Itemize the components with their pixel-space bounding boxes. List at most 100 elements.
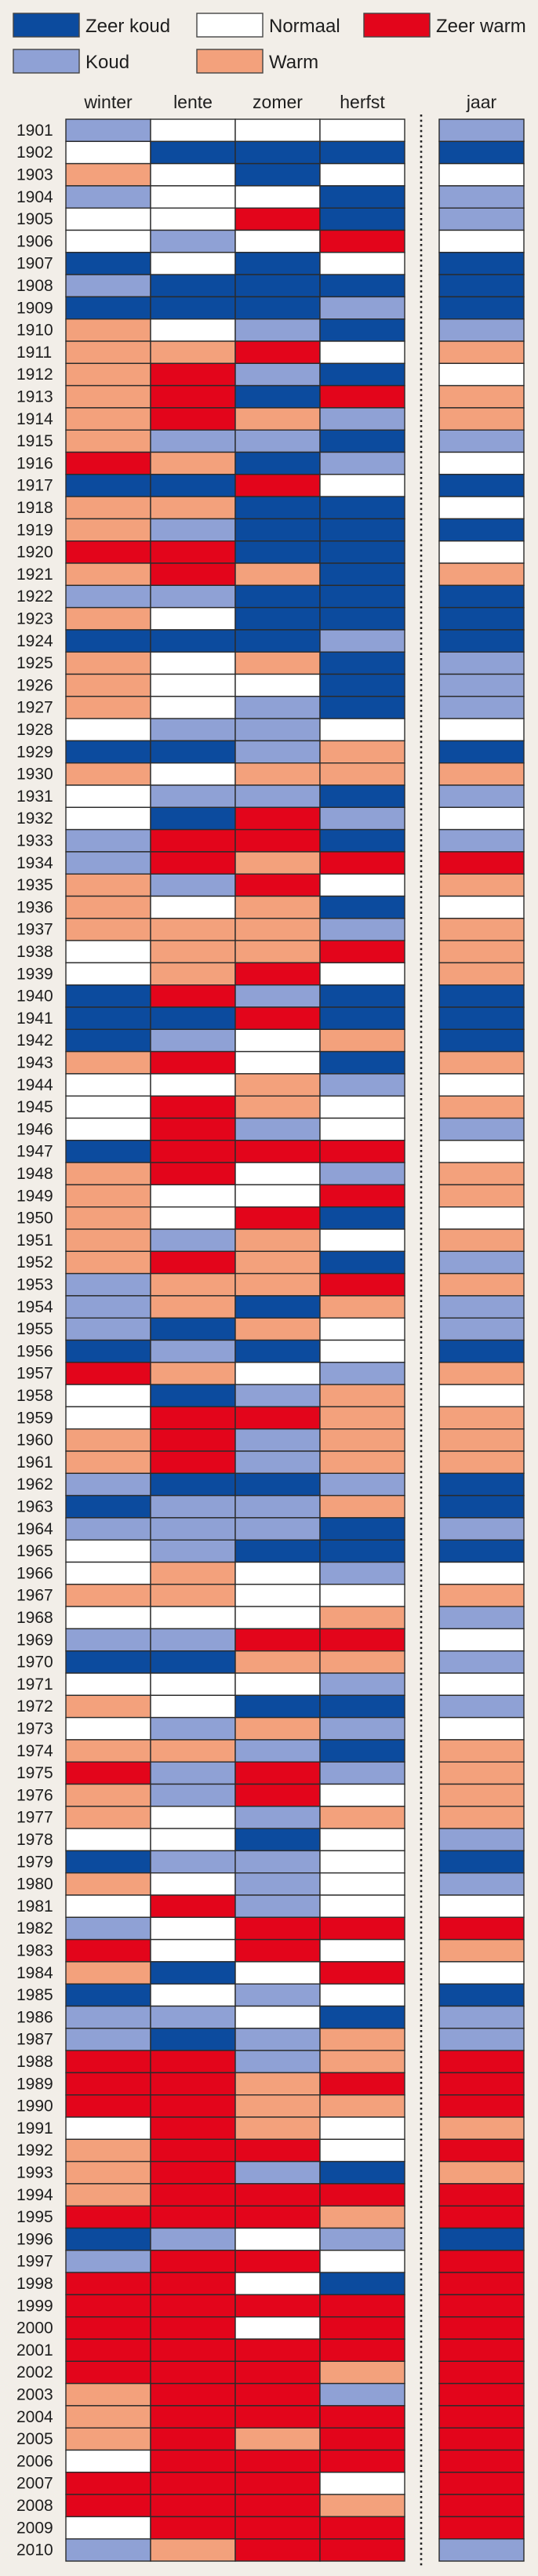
cell-1915-zomer	[234, 429, 321, 453]
year-label: 1909	[16, 299, 53, 317]
year-label: 1973	[16, 1720, 53, 1738]
year-label: 1982	[16, 1919, 53, 1937]
year-label: 1979	[16, 1853, 53, 1871]
row-1990: 1990	[16, 2094, 525, 2118]
cell-1981-jaar	[438, 1894, 525, 1918]
cell-1964-jaar	[438, 1517, 525, 1541]
column-header-lente: lente	[173, 92, 213, 112]
cell-1910-jaar	[438, 318, 525, 342]
year-label: 1936	[16, 898, 53, 916]
cell-1975-winter	[65, 1761, 151, 1785]
cell-1972-zomer	[234, 1694, 321, 1719]
cell-1921-lente	[150, 562, 236, 586]
cell-1987-winter	[65, 2028, 151, 2051]
cell-2001-winter	[65, 2338, 151, 2362]
year-label: 1928	[16, 721, 53, 739]
legend-label-warm: Warm	[269, 52, 318, 73]
cell-1907-winter	[65, 252, 151, 275]
year-label: 1955	[16, 1320, 53, 1338]
row-1952: 1952	[16, 1250, 525, 1275]
cell-2002-jaar	[438, 2360, 525, 2385]
year-label: 2007	[16, 2475, 53, 2493]
legend-swatch-zeer-koud	[13, 13, 80, 38]
year-label: 2003	[16, 2386, 53, 2404]
cell-1999-jaar	[438, 2294, 525, 2318]
cell-1927-zomer	[234, 696, 321, 719]
cell-1920-winter	[65, 540, 151, 564]
cell-1903-herfst	[319, 162, 405, 187]
row-1936: 1936	[16, 895, 525, 919]
cell-1957-herfst	[319, 1362, 405, 1385]
cell-1974-winter	[65, 1739, 151, 1763]
cell-1991-zomer	[234, 2116, 321, 2140]
cell-1906-herfst	[319, 229, 405, 253]
row-1925: 1925	[16, 651, 525, 675]
year-label: 1903	[16, 166, 53, 184]
row-1912: 1912	[16, 362, 525, 387]
cell-1964-winter	[65, 1517, 151, 1541]
row-1959: 1959	[16, 1406, 525, 1430]
cell-1972-herfst	[319, 1694, 405, 1719]
cell-1965-jaar	[438, 1539, 525, 1563]
cell-1963-jaar	[438, 1494, 525, 1519]
cell-1984-zomer	[234, 1961, 321, 1985]
cell-2008-jaar	[438, 2494, 525, 2518]
cell-1938-jaar	[438, 940, 525, 964]
cell-1901-winter	[65, 118, 151, 142]
row-1976: 1976	[16, 1783, 525, 1807]
cell-2008-zomer	[234, 2494, 321, 2518]
cell-1918-herfst	[319, 496, 405, 520]
cell-1968-herfst	[319, 1606, 405, 1630]
cell-1909-zomer	[234, 296, 321, 320]
cell-1924-jaar	[438, 629, 525, 653]
cell-1965-lente	[150, 1539, 236, 1563]
cell-1967-herfst	[319, 1584, 405, 1607]
year-label: 1957	[16, 1365, 53, 1383]
cell-1976-herfst	[319, 1783, 405, 1807]
cell-1974-zomer	[234, 1739, 321, 1763]
year-label: 2000	[16, 2319, 53, 2338]
cell-1950-lente	[150, 1206, 236, 1230]
cell-1910-herfst	[319, 318, 405, 342]
row-1923: 1923	[16, 606, 525, 631]
row-1934: 1934	[16, 851, 525, 875]
cell-1984-jaar	[438, 1961, 525, 1985]
cell-2007-winter	[65, 2472, 151, 2495]
cell-1977-jaar	[438, 1806, 525, 1829]
row-1942: 1942	[16, 1028, 525, 1053]
cell-1995-lente	[150, 2205, 236, 2229]
cell-1946-jaar	[438, 1117, 525, 1141]
row-1932: 1932	[16, 806, 525, 831]
cell-1991-herfst	[319, 2116, 405, 2140]
cell-1998-lente	[150, 2272, 236, 2296]
cell-1911-jaar	[438, 340, 525, 364]
row-1943: 1943	[16, 1050, 525, 1075]
cell-1919-winter	[65, 518, 151, 542]
cell-2005-herfst	[319, 2427, 405, 2451]
cell-1927-lente	[150, 696, 236, 719]
cell-1994-lente	[150, 2183, 236, 2207]
year-label: 2002	[16, 2363, 53, 2381]
year-label: 1948	[16, 1165, 53, 1183]
cell-1923-zomer	[234, 606, 321, 631]
cell-1902-zomer	[234, 140, 321, 165]
cell-1927-winter	[65, 696, 151, 719]
row-1998: 1998	[16, 2272, 525, 2296]
cell-1990-winter	[65, 2094, 151, 2118]
row-1984: 1984	[16, 1961, 525, 1985]
cell-2001-lente	[150, 2338, 236, 2362]
year-label: 1949	[16, 1187, 53, 1205]
row-1948: 1948	[16, 1162, 525, 1186]
cell-1904-herfst	[319, 185, 405, 209]
legend: Zeer koud Koud Normaal Warm Zeer warm	[13, 13, 526, 74]
cell-1971-lente	[150, 1672, 236, 1696]
legend-item-koud: Koud	[13, 49, 129, 74]
cell-1912-zomer	[234, 362, 321, 387]
year-label: 1917	[16, 477, 53, 495]
row-1955: 1955	[16, 1317, 525, 1341]
cell-1940-lente	[150, 984, 236, 1008]
row-1962: 1962	[16, 1472, 525, 1497]
cell-2000-zomer	[234, 2316, 321, 2340]
row-2008: 2008	[16, 2494, 525, 2518]
year-label: 1950	[16, 1210, 53, 1228]
